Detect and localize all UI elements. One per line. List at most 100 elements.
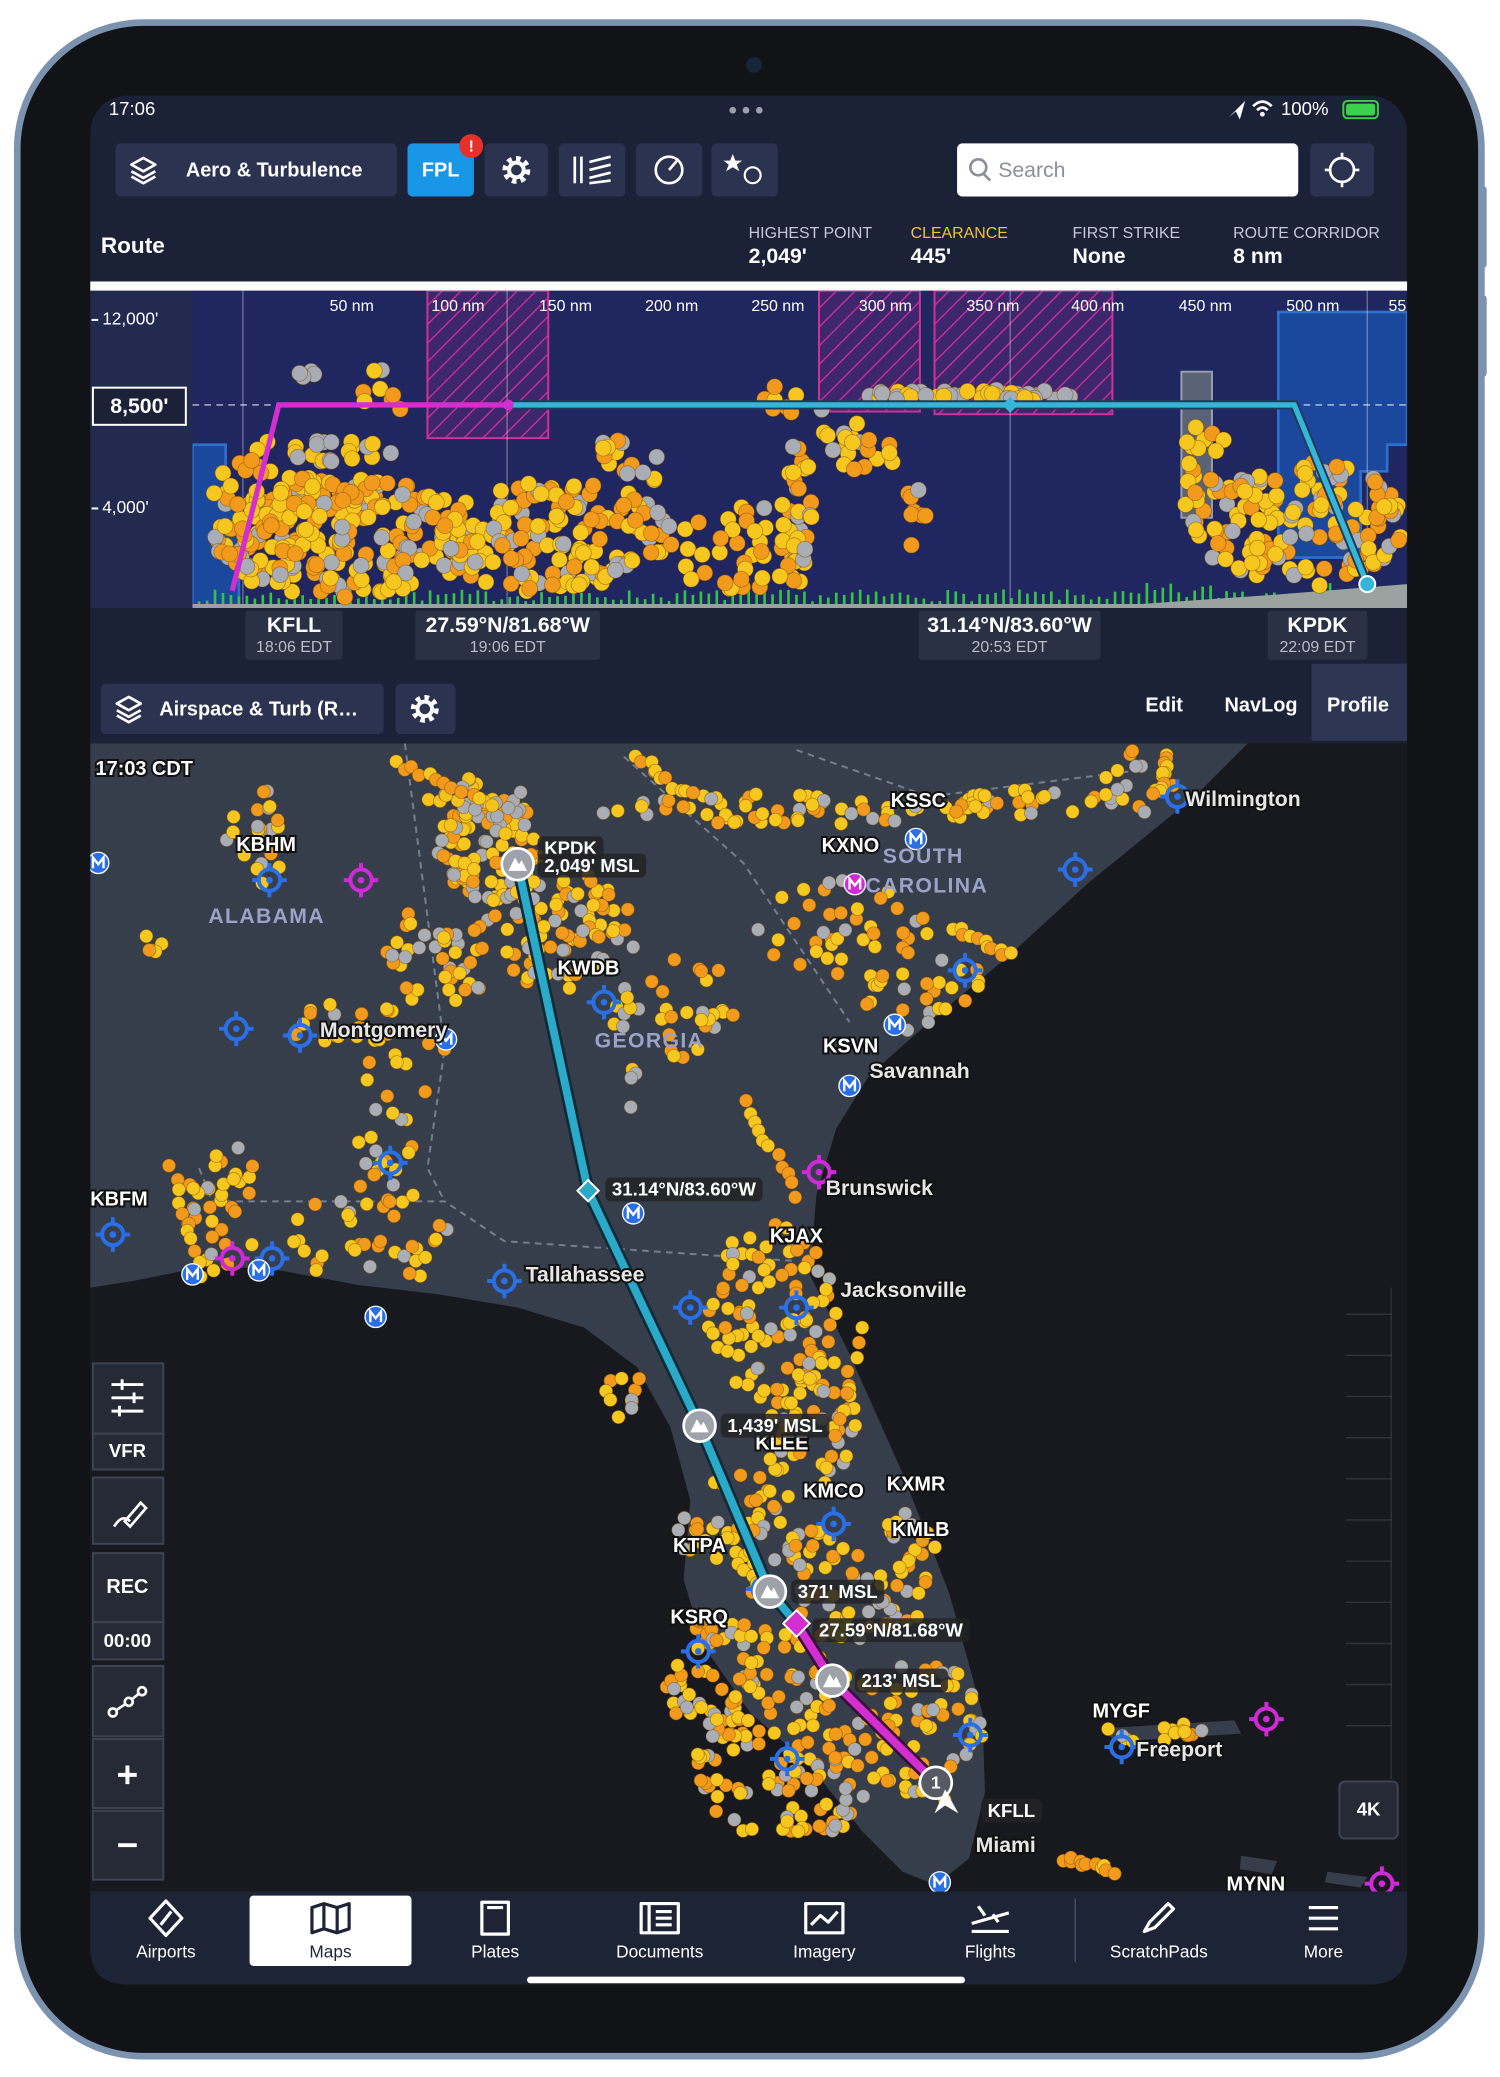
airport-label[interactable]: KWDB bbox=[556, 955, 622, 981]
tab-icon[interactable] bbox=[971, 1905, 1010, 1934]
route-point[interactable] bbox=[781, 1608, 812, 1639]
settings-button[interactable] bbox=[484, 143, 549, 197]
weather-dot bbox=[1209, 535, 1227, 552]
weather-dot bbox=[816, 925, 831, 940]
timer-display[interactable] bbox=[91, 1621, 165, 1661]
locate-button[interactable] bbox=[1310, 143, 1374, 197]
tab-label[interactable]: ScratchPads bbox=[1110, 1941, 1208, 1961]
resolution-label[interactable]: 4K bbox=[1357, 1799, 1381, 1820]
weather-dot bbox=[357, 1021, 372, 1036]
weather-dot bbox=[353, 1179, 368, 1194]
weather-dot bbox=[860, 431, 878, 449]
weather-dot bbox=[716, 1281, 731, 1296]
tab-icon[interactable] bbox=[639, 1901, 680, 1935]
weather-dot bbox=[968, 799, 983, 814]
route-point[interactable] bbox=[576, 1178, 601, 1203]
weather-dot bbox=[1194, 1723, 1209, 1738]
view-tab[interactable]: Edit bbox=[1145, 695, 1183, 717]
layers-button[interactable] bbox=[115, 143, 397, 197]
airport-label[interactable]: KSSC bbox=[889, 788, 948, 814]
weather-dot bbox=[726, 1742, 741, 1757]
search-placeholder[interactable]: Search bbox=[998, 159, 1065, 182]
weather-dot bbox=[844, 806, 859, 821]
view-tab[interactable]: Profile bbox=[1327, 695, 1389, 717]
airport-label[interactable]: KBFM bbox=[90, 1186, 149, 1212]
tab-label[interactable]: Maps bbox=[309, 1941, 351, 1961]
resolution-button[interactable] bbox=[1338, 1780, 1399, 1840]
map-layers-label[interactable]: Airspace & Turb (R… bbox=[159, 698, 358, 720]
tab-label[interactable]: Flights bbox=[965, 1941, 1016, 1961]
airport-label[interactable]: KXNO bbox=[820, 833, 881, 859]
weather-dot bbox=[412, 940, 427, 955]
tab-label[interactable]: Imagery bbox=[793, 1941, 856, 1961]
weather-dot bbox=[382, 1194, 397, 1209]
map-layers-button[interactable] bbox=[100, 683, 384, 735]
view-tab[interactable]: NavLog bbox=[1225, 695, 1298, 717]
airport-label[interactable]: KMLB bbox=[890, 1517, 951, 1543]
tab-icon[interactable] bbox=[1308, 1905, 1339, 1931]
tab-label[interactable]: More bbox=[1304, 1941, 1343, 1961]
airport-label[interactable]: KMCO bbox=[801, 1478, 866, 1504]
airport-label[interactable]: KXMR bbox=[885, 1472, 948, 1498]
tab-icon[interactable] bbox=[1142, 1901, 1176, 1934]
city-label: Savannah bbox=[869, 1060, 969, 1083]
route-label[interactable]: 1,439' MSL bbox=[727, 1415, 822, 1436]
route-label[interactable]: 2,049' MSL bbox=[544, 855, 639, 876]
route-label-bg bbox=[791, 1579, 885, 1604]
cruise-altitude-box[interactable] bbox=[91, 386, 187, 426]
fpl-button[interactable] bbox=[407, 143, 474, 197]
weather-dot bbox=[751, 1329, 766, 1344]
search-box[interactable] bbox=[957, 143, 1299, 197]
route-label[interactable]: 31.14°N/83.60°W bbox=[612, 1179, 756, 1200]
weather-dot bbox=[918, 1575, 933, 1590]
layers-button-label[interactable]: Aero & Turbulence bbox=[186, 160, 363, 182]
weather-dot bbox=[710, 1515, 725, 1530]
vfr-label[interactable]: VFR bbox=[109, 1440, 147, 1461]
favorites-button[interactable] bbox=[711, 143, 778, 197]
draw-control[interactable] bbox=[91, 1476, 165, 1545]
weather-dot bbox=[1125, 743, 1140, 759]
route-label[interactable]: KFLL bbox=[988, 1800, 1035, 1821]
profile-axis-column bbox=[90, 290, 193, 609]
weather-dot bbox=[401, 1145, 416, 1160]
route-point-numbered[interactable] bbox=[918, 1765, 954, 1801]
weather-dot bbox=[297, 521, 315, 538]
tab-icon[interactable] bbox=[148, 1899, 184, 1938]
weather-dot bbox=[880, 1774, 895, 1789]
airport-marker-ticks bbox=[1057, 852, 1093, 887]
record-label[interactable]: REC bbox=[106, 1576, 148, 1598]
airport-label[interactable]: MYGF bbox=[1090, 1699, 1151, 1725]
weather-dot bbox=[500, 922, 515, 937]
tab-icon[interactable] bbox=[480, 1900, 511, 1936]
weather-dot bbox=[720, 1301, 736, 1316]
tab-label[interactable]: Airports bbox=[136, 1941, 195, 1961]
fpl-button-label[interactable]: FPL bbox=[422, 160, 460, 182]
map-settings-button[interactable] bbox=[395, 683, 456, 735]
weather-dot bbox=[529, 517, 547, 535]
route-label[interactable]: 213' MSL bbox=[862, 1670, 942, 1691]
weather-dot bbox=[1311, 576, 1328, 594]
airport-label[interactable]: KBHM bbox=[234, 832, 298, 858]
airport-label[interactable]: KTPA bbox=[671, 1533, 728, 1559]
weather-dot bbox=[418, 1084, 433, 1099]
airport-label[interactable]: KSVN bbox=[821, 1034, 880, 1060]
route-point-icon bbox=[760, 1585, 780, 1599]
record-control[interactable] bbox=[91, 1552, 165, 1624]
airport-label[interactable]: MYNN bbox=[1225, 1871, 1288, 1895]
route-label[interactable]: KPDK bbox=[544, 838, 597, 859]
tab-icon[interactable] bbox=[804, 1901, 845, 1935]
weather-dot bbox=[875, 968, 890, 983]
military-marker-glyph bbox=[909, 830, 923, 845]
vfr-control[interactable] bbox=[91, 1432, 165, 1471]
weather-dot bbox=[435, 557, 453, 574]
airport-label[interactable]: KSRQ bbox=[668, 1604, 729, 1630]
tab-icon[interactable] bbox=[310, 1901, 351, 1935]
tab-label[interactable]: Plates bbox=[471, 1941, 519, 1961]
cruise-altitude[interactable]: 8,500' bbox=[110, 395, 168, 418]
airport-label[interactable]: KJAX bbox=[768, 1223, 826, 1249]
weather-dot bbox=[434, 833, 449, 848]
route-label[interactable]: 27.59°N/81.68°W bbox=[819, 1619, 963, 1640]
profile-tab-selected[interactable] bbox=[1311, 663, 1408, 741]
route-label[interactable]: 371' MSL bbox=[798, 1581, 878, 1602]
tab-label[interactable]: Documents bbox=[616, 1941, 703, 1961]
